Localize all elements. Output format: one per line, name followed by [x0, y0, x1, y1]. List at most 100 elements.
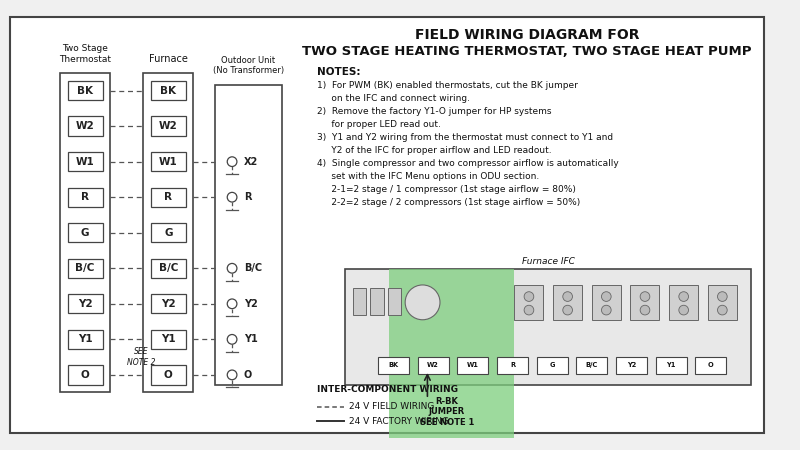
- Bar: [553, 285, 582, 320]
- Bar: [576, 356, 607, 374]
- Text: 24 V FIELD WIRING: 24 V FIELD WIRING: [349, 402, 434, 411]
- Text: R: R: [244, 192, 251, 202]
- Bar: [389, 269, 514, 385]
- Text: G: G: [81, 228, 90, 238]
- Text: TWO STAGE HEATING THERMOSTAT, TWO STAGE HEAT PUMP: TWO STAGE HEATING THERMOSTAT, TWO STAGE …: [302, 45, 752, 58]
- Bar: [151, 365, 186, 385]
- Circle shape: [640, 305, 650, 315]
- Bar: [60, 73, 110, 392]
- Text: W1: W1: [159, 157, 178, 166]
- Circle shape: [524, 305, 534, 315]
- Bar: [151, 259, 186, 278]
- Bar: [418, 356, 449, 374]
- Bar: [68, 330, 102, 349]
- Text: Y2: Y2: [161, 299, 175, 309]
- Bar: [616, 356, 647, 374]
- Text: R: R: [81, 192, 89, 202]
- Bar: [708, 285, 737, 320]
- Text: Y1: Y1: [78, 334, 93, 344]
- Text: 2-1=2 stage / 1 compressor (1st stage airflow = 80%): 2-1=2 stage / 1 compressor (1st stage ai…: [317, 185, 576, 194]
- Circle shape: [679, 305, 689, 315]
- Bar: [151, 188, 186, 207]
- Text: on the IFC and connect wiring.: on the IFC and connect wiring.: [317, 94, 470, 103]
- Text: INTER-COMPONENT WIRING: INTER-COMPONENT WIRING: [317, 385, 458, 394]
- Bar: [151, 223, 186, 243]
- Text: 2)  Remove the factory Y1-O jumper for HP systems: 2) Remove the factory Y1-O jumper for HP…: [317, 107, 552, 116]
- Bar: [68, 188, 102, 207]
- Text: W2: W2: [76, 121, 94, 131]
- Circle shape: [405, 285, 440, 320]
- Text: O: O: [164, 370, 173, 380]
- Text: B/C: B/C: [586, 362, 598, 368]
- Text: W2: W2: [427, 362, 439, 368]
- Bar: [630, 285, 659, 320]
- Bar: [143, 73, 194, 392]
- Text: BK: BK: [389, 362, 398, 368]
- Text: R: R: [510, 362, 515, 368]
- Bar: [68, 365, 102, 385]
- Text: NOTES:: NOTES:: [317, 68, 361, 77]
- Text: 1)  For PWM (BK) enabled thermostats, cut the BK jumper: 1) For PWM (BK) enabled thermostats, cut…: [317, 81, 578, 90]
- Bar: [497, 356, 528, 374]
- Text: G: G: [550, 362, 555, 368]
- Text: Y1: Y1: [244, 334, 258, 344]
- Bar: [68, 259, 102, 278]
- Circle shape: [602, 305, 611, 315]
- Bar: [214, 85, 282, 385]
- Circle shape: [718, 292, 727, 302]
- Text: Furnace IFC: Furnace IFC: [522, 256, 574, 266]
- Text: BK: BK: [77, 86, 93, 95]
- Bar: [353, 288, 366, 315]
- Text: Y1: Y1: [666, 362, 676, 368]
- Bar: [370, 288, 384, 315]
- Text: set with the IFC Menu options in ODU section.: set with the IFC Menu options in ODU sec…: [317, 172, 539, 181]
- Bar: [151, 330, 186, 349]
- Bar: [458, 356, 488, 374]
- Text: W1: W1: [76, 157, 94, 166]
- Text: Outdoor Unit
(No Transformer): Outdoor Unit (No Transformer): [213, 56, 284, 75]
- Circle shape: [718, 305, 727, 315]
- Text: SEE
NOTE 2: SEE NOTE 2: [127, 347, 155, 367]
- Circle shape: [602, 292, 611, 302]
- Circle shape: [227, 334, 237, 344]
- Bar: [68, 294, 102, 314]
- Text: O: O: [708, 362, 714, 368]
- Circle shape: [524, 292, 534, 302]
- Text: O: O: [81, 370, 90, 380]
- Bar: [669, 285, 698, 320]
- Text: O: O: [244, 370, 252, 380]
- Bar: [151, 294, 186, 314]
- Text: R-BK
JUMPER
SEE NOTE 1: R-BK JUMPER SEE NOTE 1: [419, 397, 474, 427]
- Bar: [592, 285, 621, 320]
- Text: Y2: Y2: [78, 299, 93, 309]
- Text: FIELD WIRING DIAGRAM FOR: FIELD WIRING DIAGRAM FOR: [414, 27, 639, 41]
- Circle shape: [227, 192, 237, 202]
- Text: R: R: [164, 192, 172, 202]
- Text: B/C: B/C: [158, 263, 178, 273]
- Text: for proper LED read out.: for proper LED read out.: [317, 120, 441, 129]
- Circle shape: [679, 292, 689, 302]
- Bar: [389, 385, 514, 438]
- Text: Y2: Y2: [244, 299, 258, 309]
- Circle shape: [227, 263, 237, 273]
- Text: B/C: B/C: [75, 263, 94, 273]
- Bar: [695, 356, 726, 374]
- Bar: [346, 269, 751, 385]
- Bar: [151, 152, 186, 171]
- Text: W2: W2: [159, 121, 178, 131]
- Text: B/C: B/C: [244, 263, 262, 273]
- Circle shape: [640, 292, 650, 302]
- Text: W1: W1: [467, 362, 479, 368]
- Text: X2: X2: [244, 157, 258, 166]
- Text: G: G: [164, 228, 173, 238]
- Bar: [656, 356, 686, 374]
- Circle shape: [562, 292, 573, 302]
- Bar: [514, 285, 543, 320]
- Bar: [378, 356, 409, 374]
- Bar: [68, 81, 102, 100]
- Bar: [68, 117, 102, 136]
- Bar: [388, 288, 402, 315]
- Bar: [68, 223, 102, 243]
- Bar: [68, 152, 102, 171]
- Bar: [151, 81, 186, 100]
